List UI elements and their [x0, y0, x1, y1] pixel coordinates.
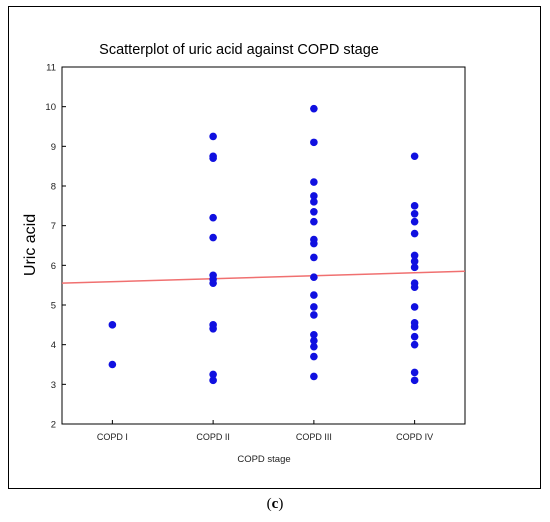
data-point	[410, 283, 419, 291]
x-tick-label: COPD IV	[396, 432, 433, 442]
data-point	[410, 323, 419, 331]
data-point	[108, 360, 117, 369]
y-tick-label: 4	[51, 340, 56, 351]
x-tick-label: COPD III	[296, 432, 332, 442]
data-point	[310, 273, 318, 282]
data-point	[209, 154, 217, 163]
data-point	[410, 263, 419, 272]
data-point	[410, 251, 419, 260]
y-tick-label: 8	[51, 182, 56, 193]
data-point	[410, 209, 419, 218]
data-point	[310, 138, 318, 147]
x-tick-label: COPD II	[196, 432, 230, 442]
data-point	[209, 233, 217, 242]
y-axis-label: Uric acid	[22, 214, 39, 276]
y-tick-label: 3	[51, 380, 56, 391]
y-tick-label: 7	[51, 221, 56, 232]
data-point	[310, 217, 318, 226]
data-point	[410, 303, 419, 311]
data-point	[310, 352, 318, 361]
data-points	[108, 104, 419, 385]
figure-frame	[8, 6, 541, 489]
plot-area	[61, 66, 466, 425]
x-axis-ticks: COPD I COPD II COPD III COPD IV	[97, 420, 433, 442]
data-point	[310, 336, 318, 345]
x-tick-label: COPD I	[97, 432, 128, 442]
data-point	[410, 217, 419, 226]
data-point	[410, 152, 419, 161]
scatter-chart: Scatterplot of uric acid against COPD st…	[22, 42, 466, 465]
y-tick-label: 2	[51, 420, 56, 431]
data-point	[410, 257, 419, 266]
data-point	[410, 332, 419, 341]
data-point	[209, 370, 217, 379]
panel-label: (c)	[266, 496, 284, 512]
data-point	[108, 321, 117, 329]
data-point	[310, 330, 318, 339]
data-point	[310, 192, 318, 200]
data-point	[310, 303, 318, 311]
chart-title: Scatterplot of uric acid against COPD st…	[99, 42, 379, 58]
data-point	[310, 342, 318, 351]
y-tick-label: 10	[45, 102, 56, 113]
data-point	[310, 178, 318, 186]
data-point	[209, 325, 217, 333]
data-point	[209, 132, 217, 141]
x-axis-label: COPD stage	[237, 454, 290, 465]
data-point	[410, 340, 419, 349]
data-point	[310, 198, 318, 206]
data-point	[310, 311, 318, 319]
data-point	[410, 229, 419, 238]
data-point	[209, 376, 217, 385]
data-point	[209, 213, 217, 222]
y-tick-label: 9	[51, 142, 56, 153]
data-point	[310, 291, 318, 299]
data-point	[410, 202, 419, 210]
data-point	[310, 372, 318, 381]
data-point	[410, 376, 419, 385]
y-tick-label: 5	[51, 301, 56, 312]
y-tick-label: 11	[46, 63, 56, 74]
data-point	[410, 368, 419, 377]
regression-line	[61, 270, 466, 284]
data-point	[209, 279, 217, 287]
panel-letter: c	[271, 496, 279, 512]
y-tick-label: 6	[51, 261, 56, 272]
y-axis-ticks: 2 3 4 5 6 7 8 9 10 11	[45, 63, 66, 431]
data-point	[310, 253, 318, 262]
data-point	[310, 104, 318, 113]
data-point	[310, 207, 318, 216]
data-point	[310, 239, 318, 248]
